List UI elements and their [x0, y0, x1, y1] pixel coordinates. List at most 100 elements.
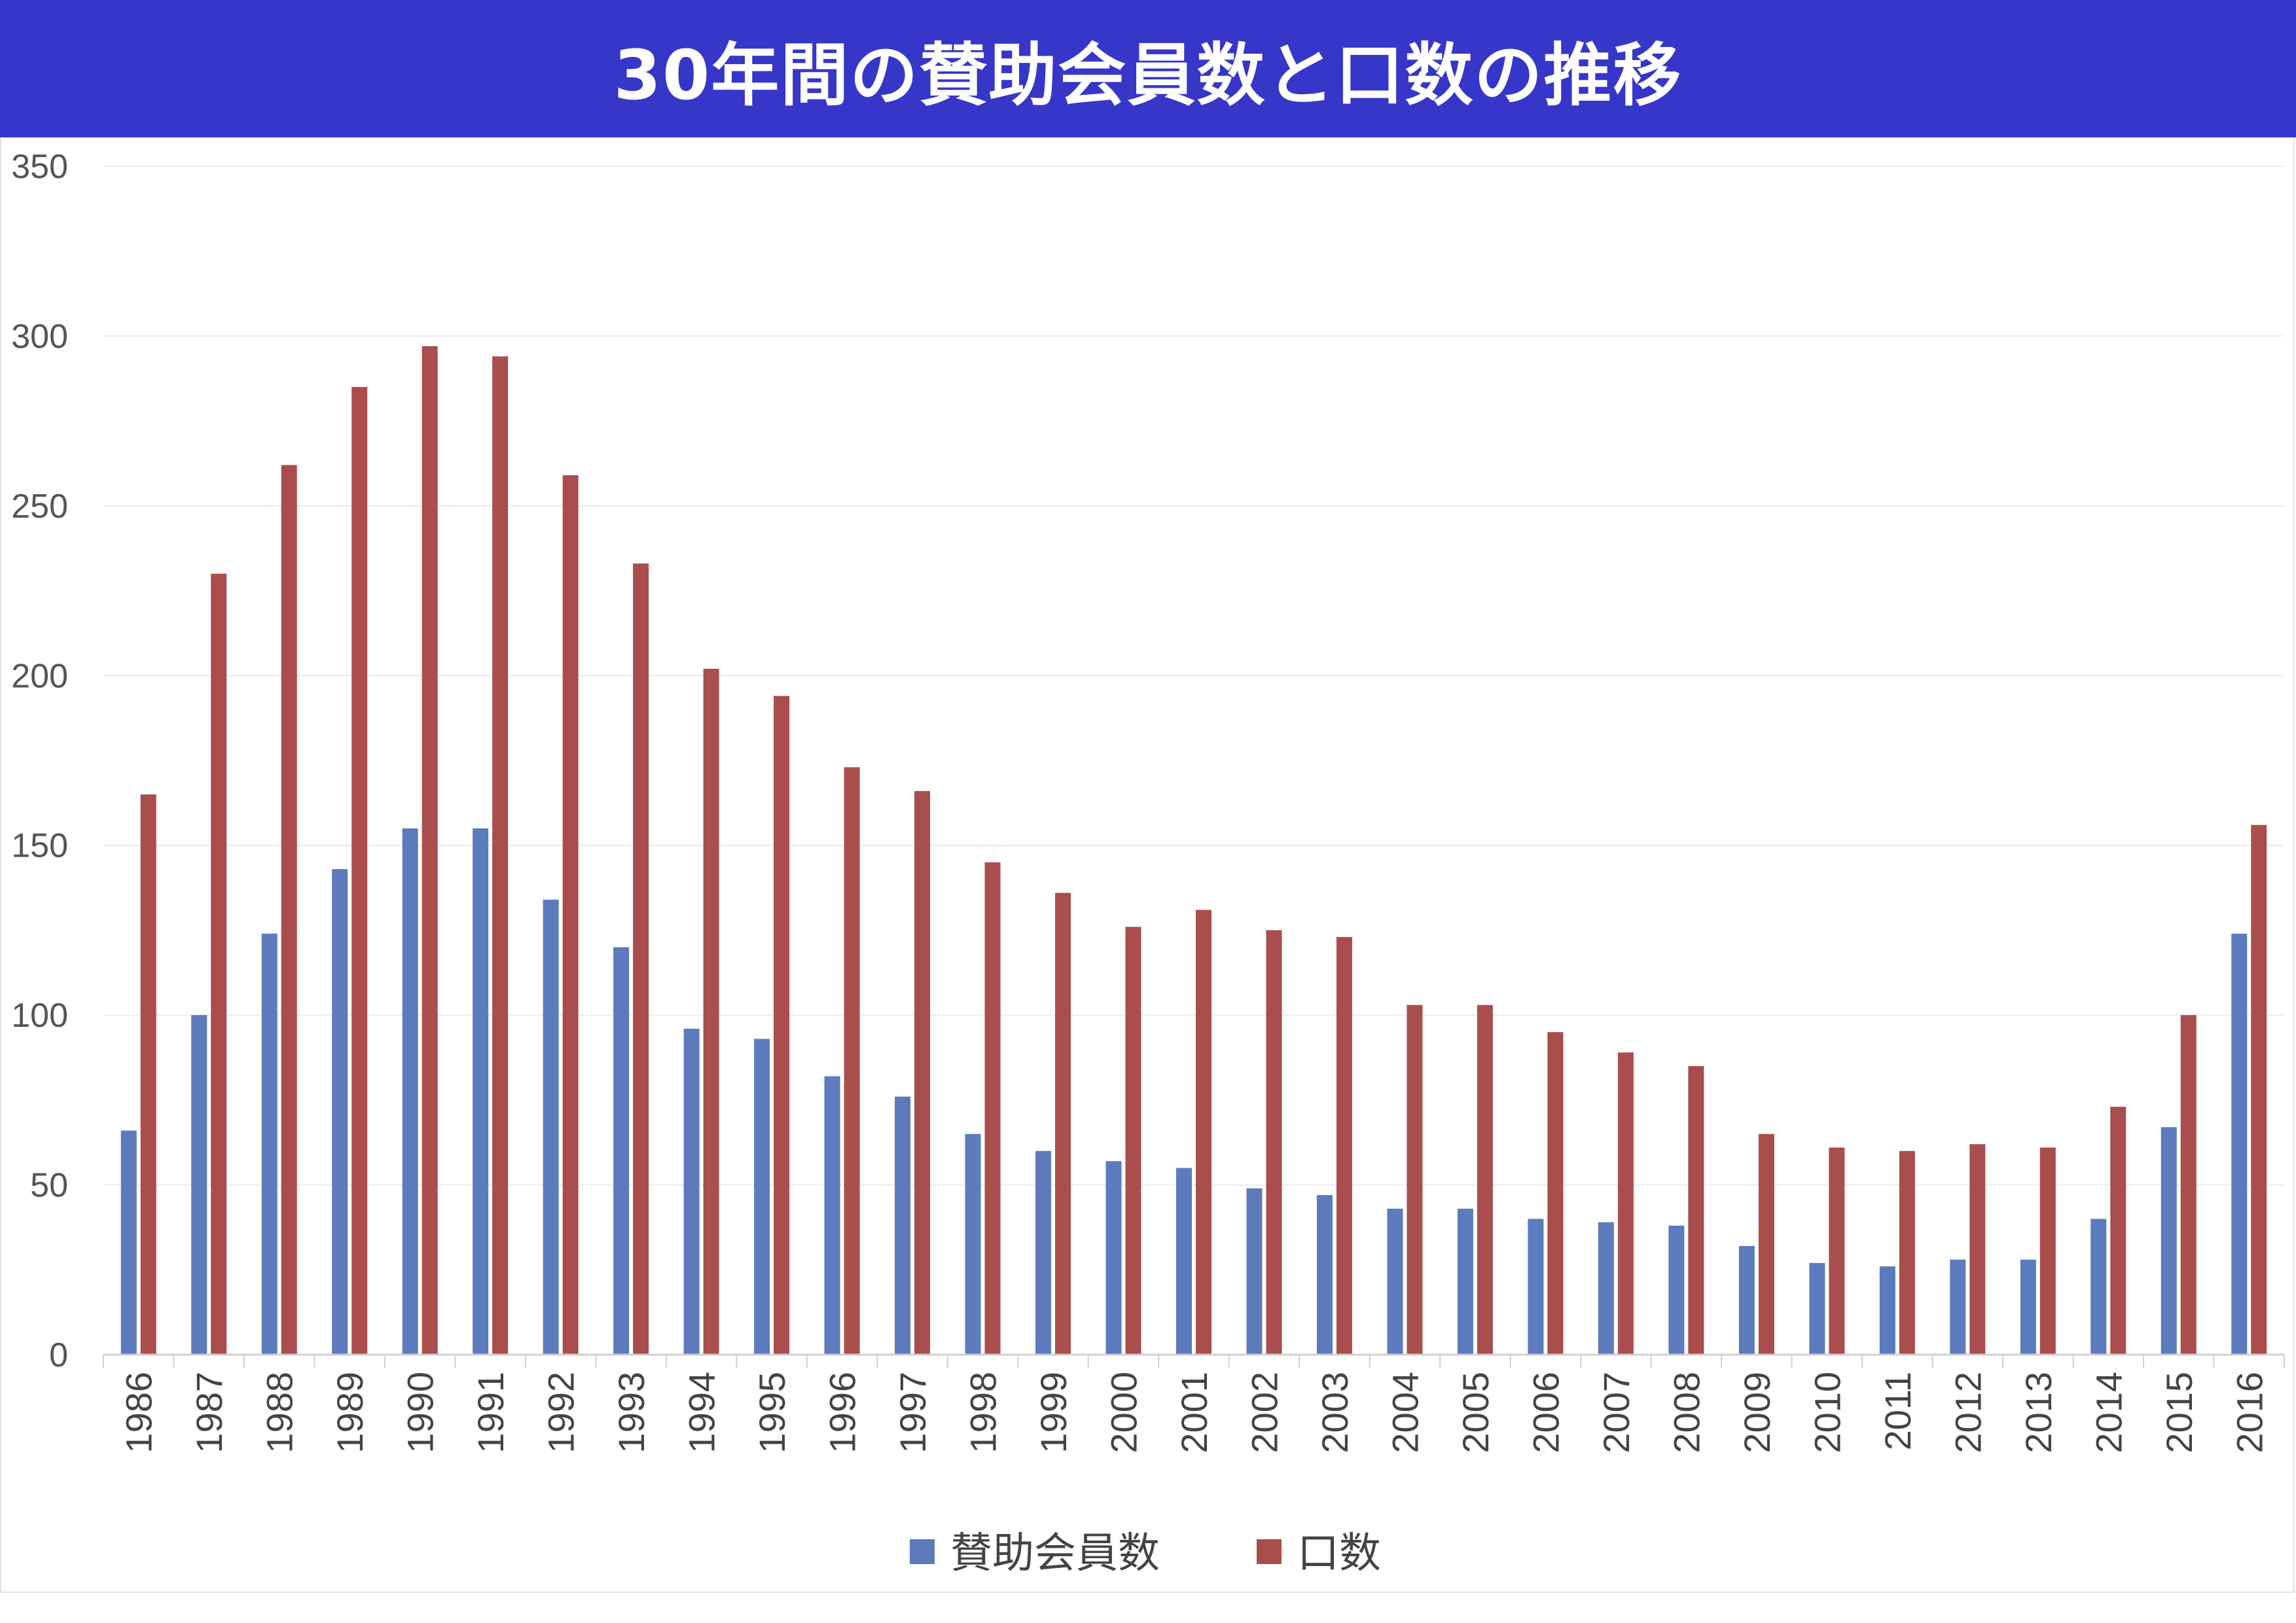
bar-units-1994 [703, 668, 719, 1355]
bar-members-1994 [683, 1028, 700, 1355]
bar-members-2004 [1387, 1208, 1403, 1355]
bar-units-1990 [422, 346, 438, 1355]
bar-units-1987 [211, 573, 227, 1355]
bar-units-1988 [281, 465, 297, 1355]
bar-units-2006 [1547, 1032, 1564, 1355]
x-tick-label: 1989 [329, 1372, 370, 1454]
bar-units-2014 [2110, 1107, 2126, 1355]
x-tick-label: 1995 [751, 1372, 793, 1454]
bar-units-2007 [1617, 1052, 1634, 1355]
x-tick-label: 2016 [2229, 1372, 2270, 1454]
bar-units-2016 [2251, 825, 2267, 1355]
bar-members-2014 [2090, 1219, 2107, 1355]
bar-members-2013 [2020, 1259, 2036, 1355]
legend-label-1: 口数 [1297, 1529, 1381, 1578]
x-tick-label: 2008 [1666, 1372, 1707, 1454]
bar-members-1996 [824, 1076, 840, 1355]
bars [120, 346, 2267, 1355]
bar-units-2003 [1336, 936, 1352, 1355]
bar-members-1986 [120, 1130, 137, 1355]
bar-members-2007 [1598, 1222, 1614, 1355]
bar-units-2013 [2039, 1147, 2056, 1355]
y-tick-label: 0 [49, 1336, 68, 1374]
bar-units-2002 [1266, 930, 1282, 1355]
x-tick-label: 1988 [259, 1372, 300, 1454]
x-tick-label: 1997 [892, 1372, 933, 1454]
x-tick-label: 2013 [2018, 1372, 2059, 1454]
x-tick-label: 1999 [1033, 1372, 1074, 1454]
x-tick-label: 2006 [1525, 1372, 1566, 1454]
bar-units-2015 [2180, 1015, 2197, 1355]
bar-members-1998 [965, 1133, 981, 1355]
bar-members-2002 [1246, 1188, 1263, 1355]
bar-members-2006 [1528, 1219, 1544, 1355]
y-tick-label: 100 [11, 997, 68, 1035]
x-tick-label: 2009 [1736, 1372, 1778, 1454]
x-tick-label: 2002 [1244, 1372, 1285, 1454]
x-tick-label: 2011 [1877, 1372, 1918, 1450]
x-tick-label: 2004 [1384, 1372, 1426, 1454]
bar-members-1999 [1035, 1150, 1052, 1355]
x-tick-label: 2003 [1314, 1372, 1355, 1454]
bar-members-2016 [2231, 933, 2248, 1355]
bar-units-2011 [1899, 1150, 1915, 1355]
x-axis-ticks: 1986 1987 1988 1989 1990 1991 1992 1993 1994 1995… [118, 1372, 2270, 1454]
legend-label-0: 賛助会員数 [950, 1529, 1160, 1578]
x-tick-label: 1987 [188, 1372, 230, 1454]
x-tick-label: 1991 [470, 1372, 511, 1454]
bar-members-1995 [754, 1039, 770, 1355]
y-tick-label: 200 [11, 657, 68, 695]
grid-lines [103, 166, 2284, 1186]
x-tick-label: 2015 [2159, 1372, 2200, 1454]
bar-units-1997 [914, 791, 931, 1355]
bar-members-2005 [1457, 1208, 1473, 1355]
bar-members-1993 [613, 947, 630, 1355]
bar-members-2001 [1176, 1168, 1192, 1355]
bar-units-1998 [984, 862, 1001, 1355]
x-tick-label: 2010 [1806, 1372, 1848, 1454]
bar-units-1995 [774, 696, 790, 1355]
legend-swatch-1 [1257, 1539, 1282, 1564]
bar-units-1993 [633, 563, 649, 1355]
y-tick-label: 150 [11, 827, 68, 865]
x-tick-label: 2000 [1103, 1372, 1145, 1454]
bar-units-2012 [1969, 1144, 1986, 1355]
bar-members-2008 [1668, 1225, 1685, 1355]
bar-units-1992 [562, 475, 579, 1355]
bar-units-2008 [1688, 1065, 1704, 1355]
y-tick-label: 300 [11, 317, 68, 355]
bar-members-2000 [1105, 1161, 1122, 1355]
bar-units-2001 [1196, 910, 1211, 1355]
y-tick-label: 250 [11, 488, 68, 526]
y-axis-ticks: 0 50 100 150 200 250 300 350 [11, 148, 68, 1374]
x-tick-label: 2014 [2088, 1372, 2129, 1454]
bar-members-1987 [191, 1015, 207, 1355]
bar-units-2005 [1477, 1005, 1493, 1355]
x-tick-label: 2001 [1174, 1372, 1215, 1454]
bar-members-1991 [473, 828, 489, 1355]
x-tick-label: 1994 [681, 1372, 723, 1454]
y-tick-label: 50 [30, 1167, 68, 1205]
x-tick-label: 2012 [1947, 1372, 1988, 1454]
x-tick-label: 1986 [118, 1372, 160, 1454]
bar-members-1990 [402, 828, 418, 1355]
x-tick-label: 1996 [822, 1372, 863, 1454]
title-bar: 30年間の賛助会員数と口数の推移 [0, 0, 2296, 137]
bar-units-2009 [1758, 1133, 1774, 1355]
bar-members-2011 [1879, 1266, 1895, 1355]
x-tick-label: 1998 [963, 1372, 1004, 1454]
chart-frame [0, 137, 2295, 1593]
legend-swatch-0 [910, 1539, 935, 1564]
bar-members-1988 [261, 933, 278, 1355]
x-tick-label: 1993 [611, 1372, 652, 1454]
chart-title: 30年間の賛助会員数と口数の推移 [613, 35, 1683, 115]
legend: 賛助会員数 口数 [910, 1529, 1381, 1578]
bar-members-2010 [1809, 1262, 1825, 1355]
bar-units-2004 [1407, 1005, 1423, 1355]
bar-members-2003 [1316, 1195, 1333, 1355]
bar-members-2012 [1950, 1259, 1966, 1355]
bar-units-2000 [1125, 927, 1141, 1355]
x-axis [103, 1353, 2285, 1368]
bar-members-1989 [332, 869, 348, 1355]
